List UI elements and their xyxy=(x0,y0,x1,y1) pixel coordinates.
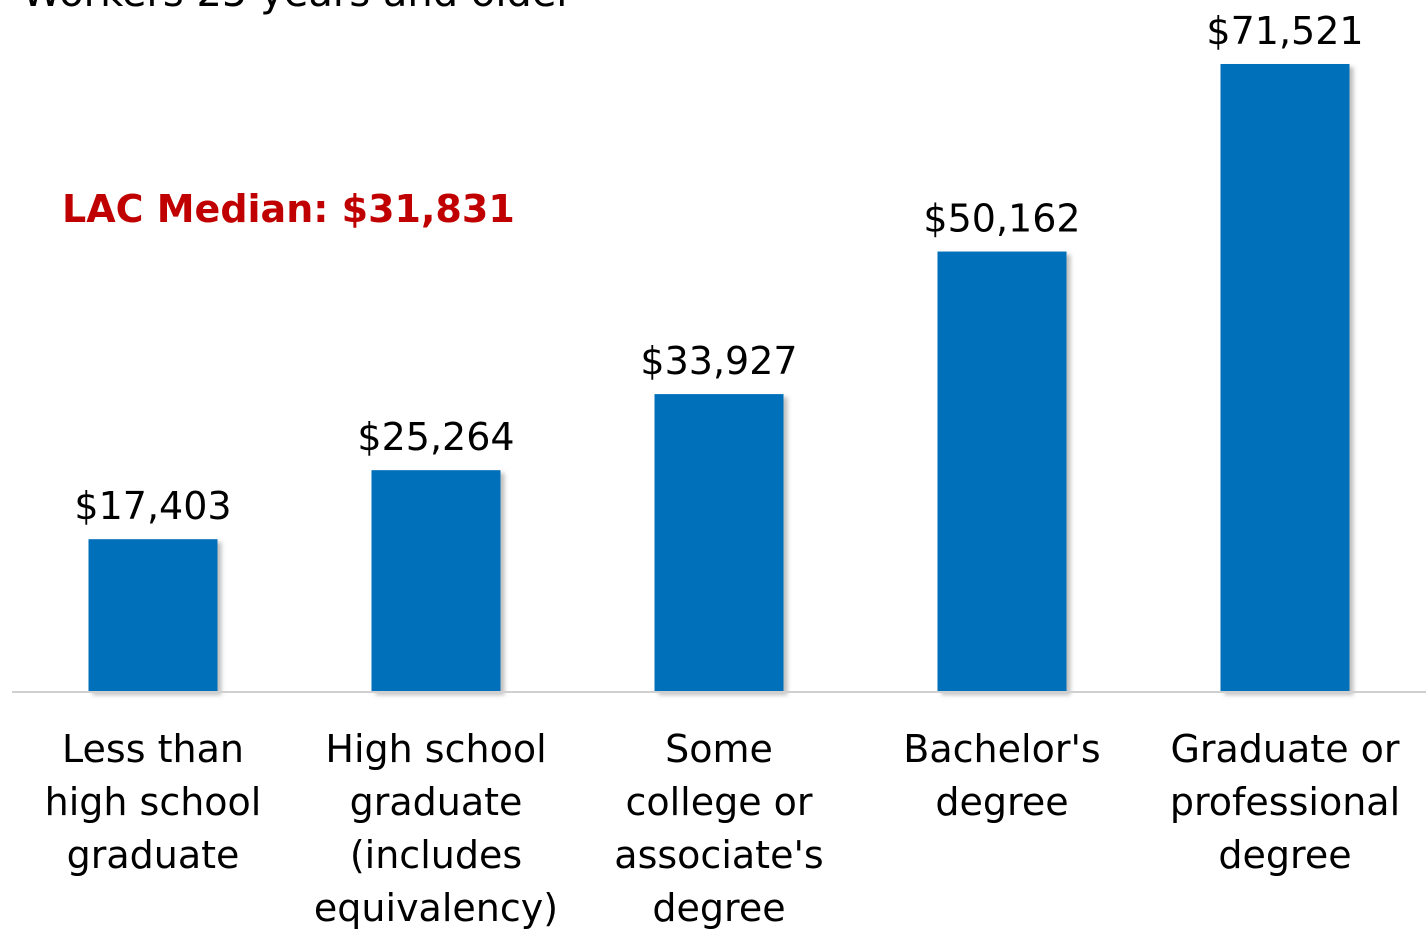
category-label-line: associate's xyxy=(614,833,823,877)
category-label-line: Graduate or xyxy=(1170,727,1399,771)
category-label: Bachelor's degree xyxy=(903,727,1100,824)
bar-value-label: $17,403 xyxy=(74,484,231,528)
median-annotation: LAC Median: $31,831 xyxy=(62,187,515,231)
category-label-line: professional xyxy=(1170,780,1400,824)
category-label: High school graduate (includes equivalency) xyxy=(314,727,558,930)
category-label: Some college or associate's degree xyxy=(614,727,823,930)
bar xyxy=(654,394,784,692)
category-label-line: high school xyxy=(45,780,262,824)
value-labels: $17,403 $25,264 $33,927 $50,162 $71,521 xyxy=(74,9,1363,528)
category-label-line: (includes xyxy=(350,833,522,877)
category-label-line: equivalency) xyxy=(314,886,558,930)
category-label-line: degree xyxy=(1218,833,1351,877)
category-label-line: college or xyxy=(625,780,812,824)
bar-value-label: $25,264 xyxy=(357,415,514,459)
bar-value-label: $33,927 xyxy=(640,339,797,383)
category-label: Graduate or professional degree xyxy=(1170,727,1400,877)
category-label-line: degree xyxy=(652,886,785,930)
category-labels: Less than high school graduate High school g… xyxy=(45,727,1401,930)
category-label-line: Less than xyxy=(62,727,244,771)
category-label-line: High school xyxy=(325,727,546,771)
bar xyxy=(88,539,218,692)
category-label-line: Some xyxy=(665,727,773,771)
category-label-line: graduate xyxy=(67,833,240,877)
bar xyxy=(1220,64,1350,692)
category-label: Less than high school graduate xyxy=(45,727,262,877)
category-label-line: degree xyxy=(935,780,1068,824)
bar xyxy=(371,470,501,692)
category-label-line: graduate xyxy=(350,780,523,824)
bars xyxy=(88,64,1350,692)
category-label-line: Bachelor's xyxy=(903,727,1100,771)
bar-value-label: $71,521 xyxy=(1206,9,1363,53)
chart-title: Workers 25 years and older xyxy=(22,0,573,16)
bar xyxy=(937,251,1067,692)
bar-value-label: $50,162 xyxy=(923,197,1080,241)
